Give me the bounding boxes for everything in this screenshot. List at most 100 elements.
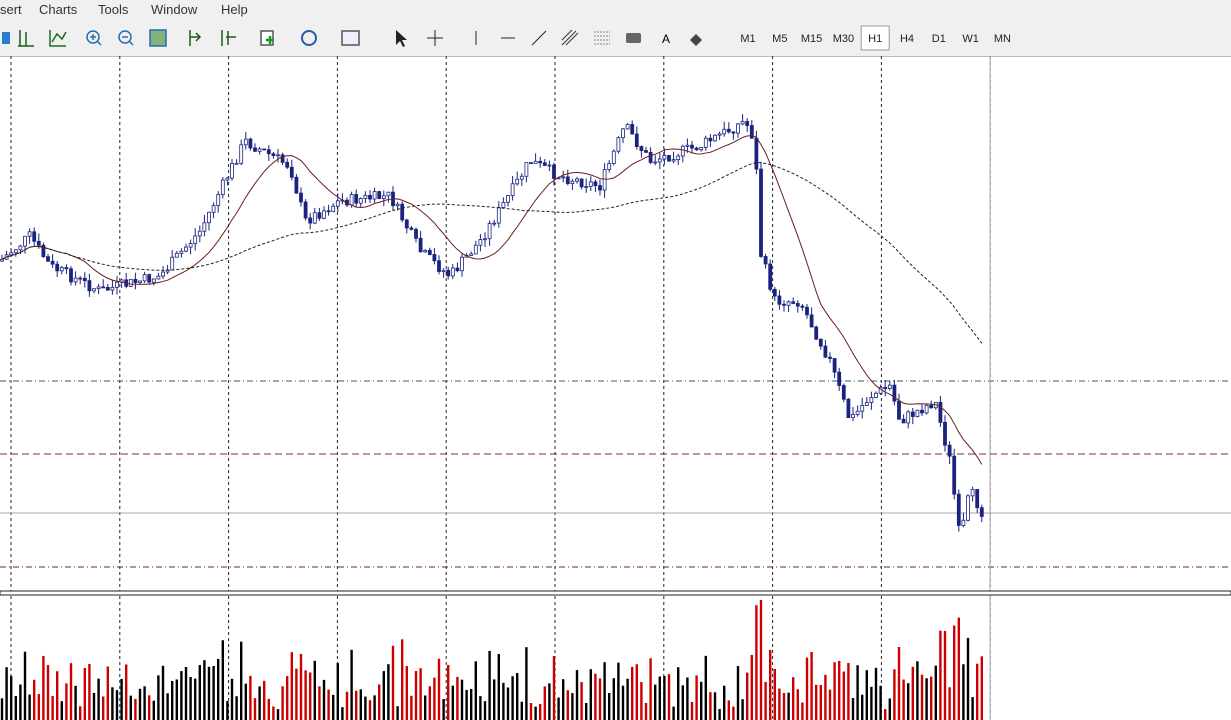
volume-bar — [276, 709, 280, 720]
menu-item[interactable]: Help — [221, 2, 248, 17]
volume-bar — [663, 676, 666, 720]
volume-bar — [194, 678, 197, 720]
icon-channel[interactable] — [561, 29, 579, 46]
text-tool[interactable]: A — [662, 32, 670, 46]
menu-item[interactable]: Tools — [98, 2, 129, 17]
icon-fibo[interactable] — [594, 31, 610, 45]
volume-bar — [313, 660, 316, 720]
timeframe-button[interactable]: M30 — [833, 33, 854, 45]
icon-scroll[interactable] — [189, 30, 202, 46]
volume-bar — [189, 677, 192, 720]
candle-body — [69, 268, 73, 283]
volume-bar — [916, 661, 919, 720]
menu-item[interactable]: Window — [151, 2, 198, 17]
candle-body — [680, 145, 685, 157]
volume-bar — [585, 702, 588, 720]
candle-body — [929, 404, 934, 409]
volume-bar — [667, 674, 671, 720]
candle-body — [147, 274, 152, 283]
candle-body — [170, 256, 175, 271]
volume-bar — [474, 661, 477, 720]
candle-body — [96, 286, 101, 290]
timeframe-button[interactable]: H1 — [868, 33, 882, 45]
volume-bar — [736, 666, 740, 720]
icon-zoom-in[interactable] — [86, 30, 100, 44]
volume-bar — [309, 672, 312, 720]
menu-item[interactable]: sert — [0, 2, 22, 17]
timeframe-button[interactable]: M1 — [740, 33, 755, 45]
candle-body — [280, 154, 285, 163]
icon-line[interactable] — [49, 30, 67, 47]
icon-cursor[interactable] — [396, 30, 407, 47]
volume-bar — [382, 671, 385, 720]
volume-bar — [148, 695, 151, 720]
icon-trendline[interactable] — [531, 30, 547, 46]
timeframe-button[interactable]: M15 — [801, 33, 822, 45]
candle-body — [432, 254, 437, 262]
candle-body — [483, 238, 487, 241]
volume-bar — [272, 706, 275, 720]
volume-bar — [221, 640, 224, 720]
icon-zoom-out[interactable] — [118, 30, 132, 44]
volume-bars — [0, 600, 983, 720]
volume-bar — [33, 679, 36, 720]
icon-bars[interactable] — [18, 30, 34, 47]
candle-body — [138, 280, 142, 283]
candle-body — [299, 192, 303, 203]
candle-body — [690, 144, 694, 149]
candle-body — [639, 146, 644, 151]
volume-bar — [387, 664, 390, 720]
volume-bar — [612, 678, 615, 720]
icon-crosshair[interactable] — [427, 30, 443, 46]
volume-bar — [433, 677, 436, 720]
candle-body — [331, 205, 336, 212]
candle-body — [174, 252, 179, 258]
volume-bar — [184, 666, 188, 720]
candle-body — [892, 384, 897, 402]
volume-bar — [948, 687, 951, 720]
volume-bar — [332, 694, 335, 720]
candle-body — [676, 155, 681, 161]
candle-body — [36, 240, 41, 246]
candle-body — [657, 158, 662, 163]
candle-body — [142, 274, 147, 282]
menu-item[interactable]: Charts — [39, 2, 78, 17]
volume-bar — [115, 690, 119, 720]
timeframe-button[interactable]: H4 — [900, 33, 914, 45]
toolbar-icons — [2, 29, 702, 47]
volume-bar — [778, 688, 781, 720]
candle-body — [598, 185, 602, 191]
volume-bar — [681, 685, 684, 720]
icon-shift[interactable] — [221, 30, 236, 46]
candle-body — [561, 176, 566, 179]
volume-bar — [718, 709, 721, 720]
volume-bar — [649, 658, 652, 720]
candle-body — [161, 271, 165, 277]
icon-label[interactable] — [626, 33, 641, 43]
candle-body — [289, 166, 294, 178]
volume-bar — [617, 662, 620, 720]
volume-bar — [157, 675, 160, 720]
volume-bar — [713, 692, 717, 720]
timeframe-button[interactable]: MN — [994, 33, 1011, 45]
icon-tile[interactable] — [149, 29, 167, 47]
icon-periods[interactable] — [301, 30, 317, 46]
candle-body — [455, 267, 460, 272]
volume-bar — [65, 683, 68, 720]
menu-bar: sert Charts Tools Window Help — [0, 0, 1231, 20]
icon-arrows[interactable] — [690, 34, 702, 46]
timeframe-button[interactable]: D1 — [932, 33, 946, 45]
icon-templates[interactable] — [341, 30, 360, 46]
timeframe-button[interactable]: M5 — [772, 33, 787, 45]
candle-body — [726, 128, 731, 133]
volume-bar — [805, 657, 809, 720]
volume-bar — [980, 656, 983, 720]
timeframe-button[interactable]: W1 — [962, 33, 979, 45]
volume-bar — [709, 692, 712, 720]
volume-bar — [562, 679, 565, 720]
volume-bar — [304, 670, 307, 720]
volume-bar — [635, 664, 638, 720]
volume-bar — [129, 695, 132, 720]
candle-body — [363, 194, 368, 199]
